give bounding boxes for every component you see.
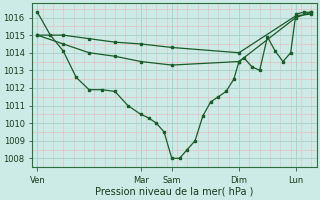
X-axis label: Pression niveau de la mer( hPa ): Pression niveau de la mer( hPa ) <box>95 187 253 197</box>
